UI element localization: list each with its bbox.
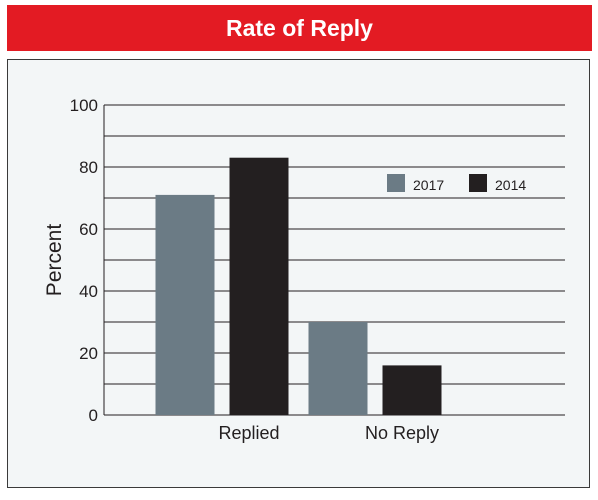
- x-category-label: Replied: [218, 423, 279, 443]
- bar-2017-no-reply: [308, 322, 368, 415]
- y-tick-label: 40: [79, 282, 98, 301]
- bar-chart: 0 20 40 60 80 100 Percent Replied No Reply 2017 20…: [43, 96, 565, 443]
- chart-title-banner: Rate of Reply: [7, 5, 592, 51]
- x-category-label: No Reply: [365, 423, 439, 443]
- y-tick-label: 20: [79, 344, 98, 363]
- bar-2017-replied: [155, 194, 215, 415]
- y-tick-label: 0: [89, 406, 98, 425]
- y-tick-label: 100: [70, 96, 98, 115]
- chart-panel: 0 20 40 60 80 100 Percent Replied No Reply 2017 20…: [7, 59, 590, 488]
- legend-label-2017: 2017: [413, 177, 444, 193]
- legend-swatch-2017: [387, 174, 405, 192]
- legend-swatch-2014: [469, 174, 487, 192]
- y-tick-label: 80: [79, 158, 98, 177]
- bar-2014-replied: [229, 157, 289, 415]
- bar-2014-no-reply: [382, 365, 442, 415]
- chart-title: Rate of Reply: [226, 14, 373, 41]
- y-axis-label: Percent: [43, 224, 66, 297]
- legend-label-2014: 2014: [495, 177, 526, 193]
- y-tick-label: 60: [79, 220, 98, 239]
